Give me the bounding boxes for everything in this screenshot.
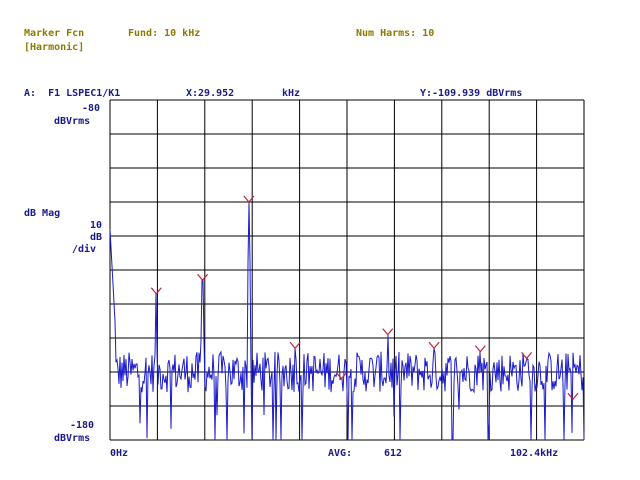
avg-value: 612	[384, 448, 403, 459]
y-axis-label: dB Mag	[24, 208, 61, 219]
trace-id: A: F1 LSPEC1/K1	[24, 88, 121, 99]
marker-fcn-value[interactable]: [Harmonic]	[24, 42, 85, 53]
y-scale-unit: dB	[90, 232, 103, 243]
harmonic-marker-9	[521, 352, 533, 360]
harmonic-marker-10	[567, 392, 579, 401]
avg-label: AVG:	[328, 448, 353, 459]
harmonic-marker-7	[428, 341, 440, 350]
harmonic-marker-3	[243, 195, 255, 203]
x-readout-unit: kHz	[282, 88, 301, 99]
y-readout: Y:-109.939 dBVrms	[420, 88, 523, 99]
x-stop-label: 102.4kHz	[510, 448, 559, 459]
y-top-value: -80	[82, 103, 101, 114]
harmonic-marker-8	[474, 345, 486, 353]
harmonic-markers	[150, 195, 579, 401]
x-readout: X:29.952	[186, 88, 235, 99]
harmonic-marker-5	[335, 372, 347, 380]
y-scale-value: 10	[90, 220, 103, 231]
marker-fcn-label: Marker Fcn	[24, 28, 85, 39]
harmonic-marker-1	[150, 287, 162, 295]
spectrum-trace	[109, 201, 585, 441]
fund-frequency: Fund: 10 kHz	[128, 28, 201, 39]
harmonic-marker-2	[197, 273, 209, 282]
x-start-label: 0Hz	[110, 448, 129, 459]
harmonic-marker-4	[289, 341, 301, 350]
y-bottom-unit: dBVrms	[54, 433, 91, 444]
num-harmonics: Num Harms: 10	[356, 28, 435, 39]
y-scale-per: /div	[72, 244, 97, 255]
y-bottom-value: -180	[70, 420, 95, 431]
harmonic-marker-6	[382, 328, 394, 336]
y-top-unit: dBVrms	[54, 116, 91, 127]
